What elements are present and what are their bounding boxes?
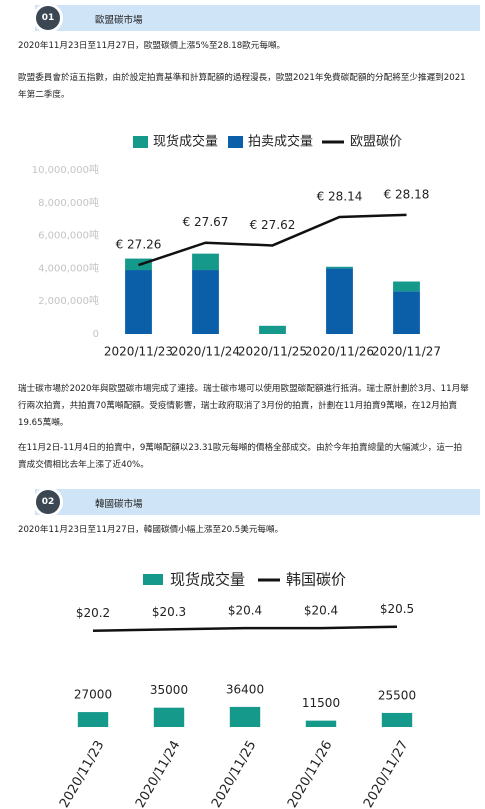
bar — [125, 270, 152, 334]
section-title: 歐盟碳市場 — [95, 15, 143, 26]
bar — [192, 270, 219, 334]
bar-label: 27000 — [74, 688, 112, 702]
bar — [326, 266, 353, 269]
x-tick-label: 2020/11/25 — [238, 345, 307, 359]
bar — [125, 258, 152, 271]
paragraph: 2020年11月23日至11月27日，韓國碳價小幅上漲至20.5美元每噸。 — [18, 525, 284, 535]
price-label: $20.3 — [152, 605, 186, 619]
y-tick-label: 8,000,000吨 — [38, 196, 99, 209]
bar — [381, 712, 413, 727]
paragraph: 瑞士碳市場於2020年與歐盟碳市場完成了連接。瑞士碳市場可以使用歐盟碳配額進行抵… — [18, 384, 469, 428]
bar — [77, 712, 109, 727]
bar-label: 11500 — [302, 696, 340, 710]
price-label: € 27.67 — [183, 215, 229, 229]
price-line — [138, 213, 407, 267]
price-label: € 28.14 — [317, 190, 363, 204]
price-label: $20.5 — [380, 602, 414, 616]
legend-label: 拍卖成交量 — [248, 134, 313, 150]
legend-label: 韩国碳价 — [286, 571, 346, 589]
bar — [393, 291, 420, 334]
bar — [229, 706, 261, 727]
bar-label: 25500 — [378, 688, 416, 702]
legend-swatch — [143, 574, 163, 585]
price-label: $20.4 — [228, 604, 262, 618]
x-tick-label: 2020/11/25 — [209, 738, 259, 809]
price-label: € 27.26 — [116, 238, 162, 252]
y-tick-label: 6,000,000吨 — [38, 229, 99, 242]
legend-swatch — [133, 136, 148, 148]
section-title: 韓國碳市場 — [95, 499, 143, 510]
x-tick-label: 2020/11/26 — [285, 738, 335, 809]
x-tick-label: 2020/11/24 — [133, 738, 183, 809]
price-label: $20.4 — [304, 604, 338, 618]
paragraph: 歐盟委員會於這五指數，由於設定拍賣基準和計算配額的過程漫長，歐盟2021年免費碳… — [18, 73, 466, 100]
bar — [393, 281, 420, 292]
section-header — [35, 5, 480, 31]
legend-label: 现货成交量 — [153, 134, 218, 150]
bar-label: 35000 — [150, 683, 188, 697]
x-tick-label: 2020/11/27 — [361, 738, 411, 809]
bar — [192, 253, 219, 271]
paragraph: 2020年11月23日至11月27日，歐盟碳價上漲5%至28.18歐元每噸。 — [18, 41, 286, 51]
price-line — [92, 625, 398, 632]
bar — [305, 720, 337, 727]
bar — [259, 325, 286, 334]
legend-label: 现货成交量 — [170, 571, 245, 589]
section-header — [35, 489, 480, 515]
paragraph: 在11月2日-11月4日的拍賣中，9萬噸配額以23.31歐元每噸的價格全部成交。… — [18, 443, 463, 470]
bar — [153, 707, 185, 727]
x-tick-label: 2020/11/27 — [372, 345, 441, 359]
y-tick-label: 2,000,000吨 — [38, 294, 99, 307]
x-tick-label: 2020/11/26 — [305, 345, 374, 359]
legend-label: 欧盟碳价 — [350, 135, 402, 150]
x-tick-label: 2020/11/23 — [104, 345, 173, 359]
section-number: 01 — [33, 3, 63, 33]
price-label: € 27.62 — [250, 218, 296, 232]
y-tick-label: 4,000,000吨 — [38, 261, 99, 274]
x-tick-label: 2020/11/24 — [171, 345, 240, 359]
y-tick-label: 0 — [93, 329, 99, 340]
x-tick-label: 2020/11/23 — [57, 738, 107, 809]
legend-swatch — [228, 136, 243, 148]
bar-label: 36400 — [226, 682, 264, 696]
price-label: $20.2 — [76, 606, 110, 620]
y-tick-label: 10,000,000吨 — [32, 163, 99, 176]
bar — [326, 268, 353, 334]
price-label: € 28.18 — [384, 187, 430, 201]
section-number: 02 — [33, 487, 63, 517]
